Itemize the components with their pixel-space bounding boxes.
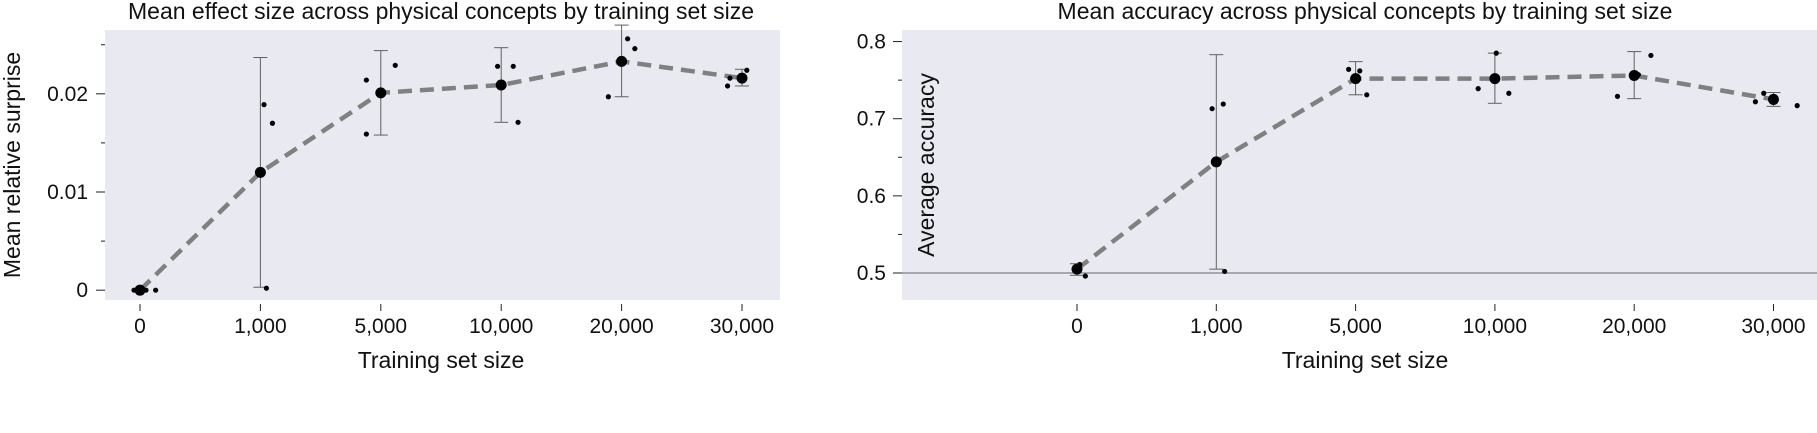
run-point (727, 75, 733, 81)
run-point (1364, 92, 1370, 98)
x-tick-label: 10,000 (469, 315, 533, 338)
run-point (724, 83, 731, 89)
y-axis-label: Mean relative surprise (0, 52, 25, 278)
mean-point (1768, 93, 1779, 105)
run-point (1794, 103, 1800, 109)
x-tick-label: 5,000 (1329, 315, 1382, 338)
plot-area (105, 30, 780, 300)
mean-point (134, 284, 146, 296)
y-tick-label: 0.02 (47, 83, 88, 106)
run-point (605, 94, 611, 100)
run-point (1220, 101, 1226, 107)
run-point (1648, 52, 1654, 59)
run-point (1493, 50, 1499, 56)
run-point (1752, 99, 1758, 105)
mean-point (1210, 156, 1222, 168)
run-point (363, 131, 369, 137)
mean-point (375, 87, 387, 99)
run-point (1475, 86, 1481, 92)
x-tick-label: 0 (1071, 315, 1083, 338)
chart-title: Mean effect size across physical concept… (128, 0, 754, 24)
mean-point (495, 79, 507, 91)
y-axis-label: Average accuracy (913, 73, 939, 257)
x-tick-label: 30,000 (1741, 315, 1805, 338)
run-point (1346, 66, 1352, 72)
effect-size-chart: Mean effect size across physical concept… (0, 0, 780, 373)
run-point (744, 67, 750, 73)
x-tick-label: 20,000 (1602, 315, 1666, 338)
mean-point (736, 72, 748, 84)
y-tick-label: 0.01 (47, 181, 88, 204)
chart-title: Mean accuracy across physical concepts b… (1058, 0, 1673, 24)
run-point (363, 77, 369, 83)
x-axis-label: Training set size (1282, 347, 1449, 373)
x-tick-label: 30,000 (710, 315, 774, 338)
run-point (1761, 90, 1767, 96)
run-point (1082, 273, 1088, 279)
y-tick-label: 0 (76, 279, 88, 302)
x-tick-label: 5,000 (355, 315, 408, 338)
x-tick-label: 10,000 (1463, 315, 1527, 338)
accuracy-chart: Mean accuracy across physical concepts b… (857, 0, 1817, 373)
x-tick-label: 0 (134, 315, 146, 338)
run-point (263, 285, 270, 291)
x-tick-label: 1,000 (1190, 315, 1243, 338)
mean-point (616, 55, 628, 67)
mean-point (1071, 263, 1083, 275)
run-point (1506, 90, 1512, 96)
mean-point (1350, 73, 1362, 85)
x-tick-label: 20,000 (589, 315, 653, 338)
run-point (1209, 106, 1215, 112)
run-point (153, 287, 159, 293)
y-tick-label: 0.5 (857, 262, 886, 285)
mean-trend-line (138, 59, 743, 292)
mean-trend-line (1075, 73, 1774, 271)
y-tick-label: 0.6 (857, 185, 886, 208)
y-tick-label: 0.7 (857, 108, 886, 131)
mean-point (254, 166, 266, 178)
mean-point (1628, 70, 1640, 82)
run-point (632, 46, 638, 52)
run-point (269, 120, 276, 126)
run-point (392, 62, 398, 68)
x-tick-label: 1,000 (234, 315, 287, 338)
y-tick-label: 0.8 (857, 31, 886, 54)
run-point (515, 119, 521, 125)
run-point (494, 63, 501, 69)
x-axis-label: Training set size (358, 347, 525, 373)
run-point (1357, 68, 1363, 74)
run-point (1222, 268, 1228, 275)
run-point (1614, 93, 1621, 99)
run-point (261, 102, 267, 108)
mean-point (1489, 73, 1501, 85)
run-point (510, 63, 516, 69)
run-point (625, 36, 631, 42)
